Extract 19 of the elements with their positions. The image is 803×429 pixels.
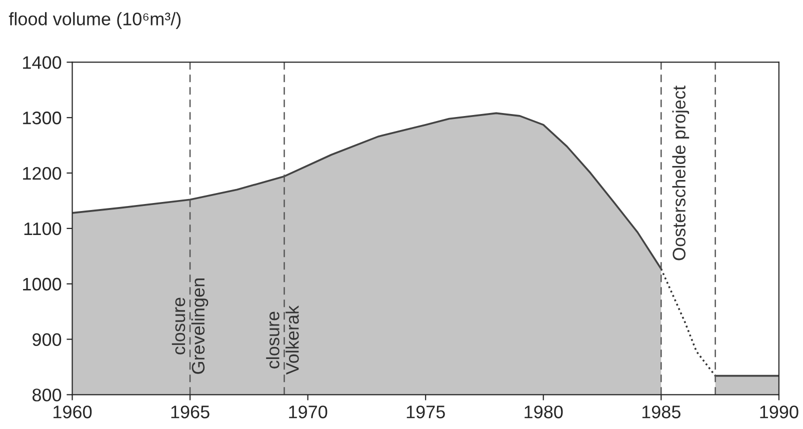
ref-line-label: closure Volkerak [266,305,299,375]
y-tick-label: 800 [32,388,62,402]
y-tick-label: 1300 [23,112,62,124]
x-tick-label: 1970 [289,406,328,418]
y-tick-label: 1400 [23,56,62,69]
ref-line-label: closure Grevelingen [172,278,208,374]
x-tick-label: 1975 [406,406,445,418]
x-tick-label: 1965 [171,406,210,418]
x-tick-label: 1960 [54,406,92,418]
y-tick-label: 1000 [23,278,62,291]
y-tick-label: 1200 [23,166,62,180]
ref-line-label: Oosterschelde project [672,86,690,260]
y-tick-label: 1100 [24,222,62,236]
y-tick-label: 900 [32,333,62,346]
x-tick-label: 1985 [642,406,680,418]
y-axis-title: flood volume (10⁶m³/) [8,12,181,29]
x-tick-label: 1980 [524,406,563,418]
x-tick-label: 1990 [760,406,798,418]
line-series [660,268,716,377]
